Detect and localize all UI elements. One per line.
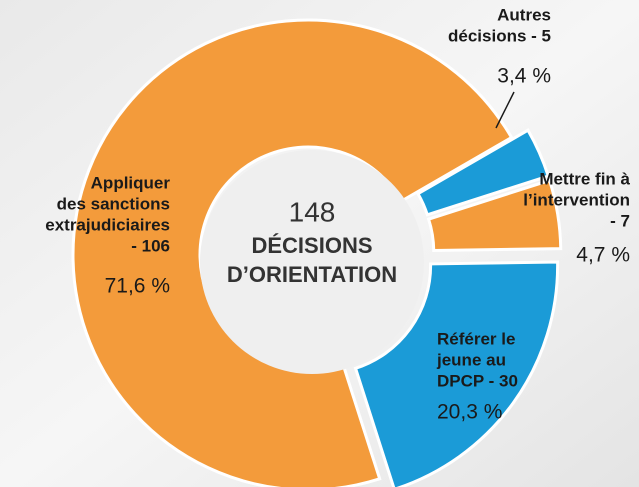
slice [415,128,551,217]
value-label: 71,6 % [105,275,170,298]
slice [353,260,560,487]
category-label: DPCP - 30 [437,371,518,390]
category-label: l’intervention [523,190,630,209]
center-label: DÉCISIONS [251,233,372,258]
category-label: extrajudiciaires [45,215,170,234]
leader-line [495,91,515,129]
value-label: 20,3 % [437,401,502,424]
value-label: 3,4 % [497,65,551,88]
category-label: Référer le [437,329,515,348]
category-label: décisions - 5 [448,26,551,45]
category-label: Autres [497,5,551,24]
category-label: Appliquer [91,173,171,192]
category-label: - 106 [131,236,170,255]
category-label: jeune au [436,350,506,369]
total: 148 [289,196,336,227]
category-label: des sanctions [57,194,170,213]
category-label: - 7 [610,211,630,230]
donut-hole [200,150,424,374]
value-label: 4,7 % [576,244,630,267]
center-label: D’ORIENTATION [227,262,397,287]
category-label: Mettre fin à [539,169,630,188]
slice [426,178,563,253]
labels: Autres décisions - 5 3,4 % Mettre fin à l’in… [45,5,630,423]
